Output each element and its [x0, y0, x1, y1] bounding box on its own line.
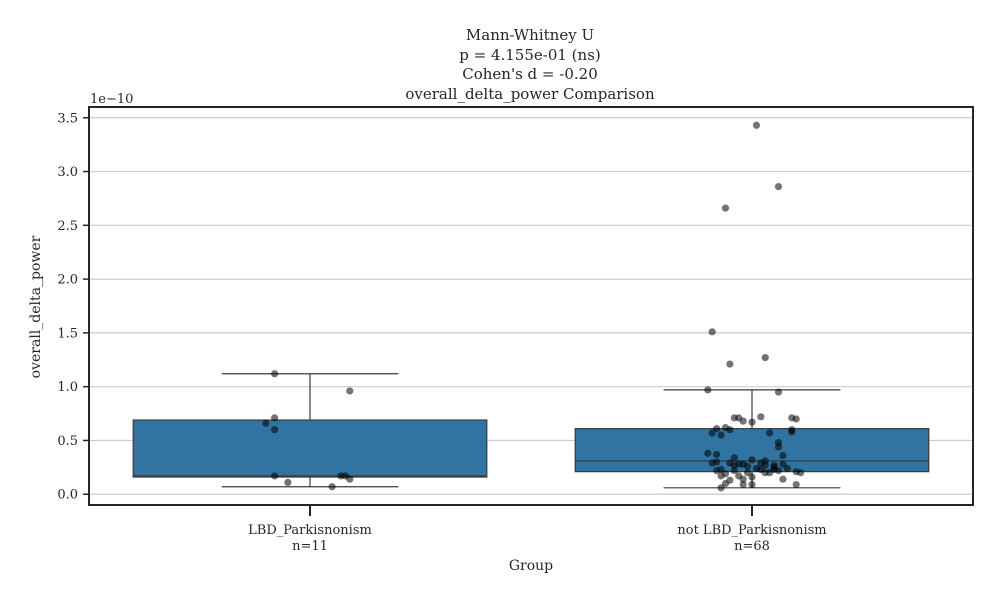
data-point: [721, 479, 730, 488]
x-tick-count-label: n=68: [734, 539, 770, 554]
data-point: [788, 428, 796, 436]
data-point: [284, 478, 292, 487]
data-point: [704, 449, 712, 457]
box: [132, 419, 488, 478]
data-point: [779, 451, 787, 460]
data-point: [757, 459, 765, 467]
data-point: [766, 469, 774, 477]
y-tick-label: 0.0: [57, 488, 78, 503]
box: [574, 428, 930, 473]
data-point: [766, 429, 774, 437]
y-axis-label: overall_delta_power: [28, 235, 44, 378]
data-point: [730, 461, 738, 469]
plot-frame: [88, 106, 974, 506]
data-point: [779, 475, 787, 483]
data-point: [748, 480, 756, 489]
boxes: [132, 373, 930, 489]
title-line-test: Mann-Whitney U: [466, 26, 594, 44]
y-tick-label: 2.5: [57, 219, 78, 234]
chart-title: Mann-Whitney U p = 4.155e-01 (ns) Cohen'…: [405, 26, 655, 103]
data-point: [739, 475, 747, 483]
data-point: [743, 462, 752, 470]
data-point: [730, 466, 738, 475]
data-point: [757, 413, 765, 421]
data-point: [774, 466, 783, 475]
data-point: [713, 450, 721, 459]
data-point: [708, 429, 716, 437]
data-point: [346, 387, 354, 395]
data-point: [717, 484, 725, 492]
data-point: [271, 426, 279, 434]
title-line-comparison: overall_delta_power Comparison: [405, 85, 655, 103]
x-axis-label: Group: [509, 558, 553, 574]
data-point: [792, 480, 800, 489]
data-point: [730, 454, 738, 462]
data-point: [783, 464, 791, 473]
y-tick-label: 2.0: [57, 273, 78, 288]
data-points: [262, 121, 805, 492]
data-point: [721, 204, 730, 212]
y-tick-label: 1.5: [57, 326, 78, 341]
data-point: [792, 415, 800, 423]
data-point: [748, 473, 756, 481]
data-point: [774, 388, 783, 396]
title-line-effect-size: Cohen's d = -0.20: [462, 65, 597, 83]
data-point: [704, 386, 712, 394]
y-tick-label: 3.0: [57, 165, 78, 180]
y-axis-offset-label: 1e−10: [90, 92, 133, 107]
data-point: [743, 469, 752, 477]
data-point: [739, 480, 747, 489]
data-point: [726, 426, 734, 434]
data-point: [774, 183, 783, 191]
data-point: [328, 483, 336, 491]
data-point: [748, 418, 756, 426]
data-point: [708, 459, 716, 467]
data-point: [726, 360, 734, 368]
data-point: [346, 475, 354, 483]
data-point: [752, 121, 761, 129]
data-point: [713, 425, 721, 433]
data-point: [271, 414, 279, 422]
x-tick-label: LBD_Parkisnonism: [248, 523, 372, 538]
data-point: [713, 466, 721, 475]
data-point: [271, 370, 279, 378]
data-point: [748, 456, 756, 464]
x-tick-count-label: n=11: [292, 539, 328, 554]
y-tick-label: 0.5: [57, 434, 78, 449]
y-tick-label: 1.0: [57, 380, 78, 395]
data-point: [717, 472, 725, 480]
y-axis-ticks: 0.0 0.5 1.0 1.5 2.0 2.5 3.0 3.5: [57, 111, 89, 503]
data-point: [774, 443, 783, 451]
data-point: [779, 460, 787, 468]
box-group: [574, 389, 930, 489]
data-point: [708, 328, 716, 336]
y-tick-label: 3.5: [57, 111, 78, 126]
data-point: [752, 464, 761, 473]
box-group: [132, 373, 488, 488]
title-line-pvalue: p = 4.155e-01 (ns): [459, 46, 601, 64]
data-point: [739, 417, 747, 425]
data-point: [717, 431, 725, 439]
data-point: [797, 469, 805, 477]
data-point: [262, 419, 270, 427]
data-point: [761, 354, 769, 362]
data-point: [271, 472, 279, 480]
x-tick-label: not LBD_Parkisnonism: [677, 523, 826, 538]
